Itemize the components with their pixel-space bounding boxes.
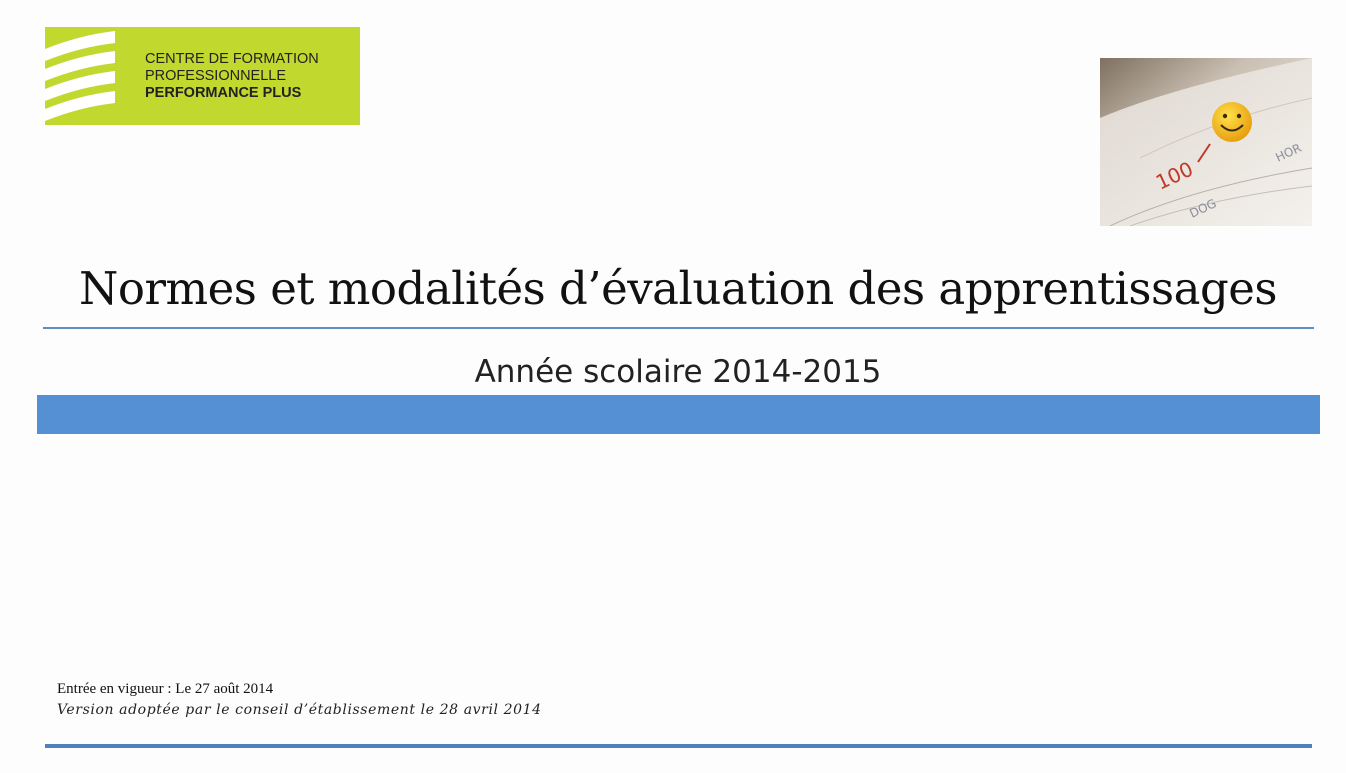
- title-underline: [43, 327, 1314, 329]
- accent-band: [37, 395, 1320, 434]
- logo-line-1: CENTRE DE FORMATION: [145, 51, 319, 67]
- stripes-logo-icon: [45, 31, 115, 121]
- graded-paper-photo: 100 DOG HOR: [1100, 58, 1312, 226]
- document-subtitle: Année scolaire 2014-2015: [474, 354, 882, 390]
- centre-logo: CENTRE DE FORMATION PROFESSIONNELLE PERF…: [45, 27, 360, 125]
- graded-paper-image: 100 DOG HOR: [1100, 58, 1312, 226]
- logo-line-3: PERFORMANCE PLUS: [145, 85, 302, 101]
- footer-rule: [45, 744, 1312, 748]
- version-note: Version adoptée par le conseil d’établis…: [57, 702, 542, 718]
- smiley-sticker-icon: [1212, 102, 1252, 142]
- document-title: Normes et modalités d’évaluation des app…: [79, 262, 1277, 315]
- effective-date: Entrée en vigueur : Le 27 août 2014: [57, 681, 274, 697]
- logo-line-2: PROFESSIONNELLE: [145, 68, 287, 84]
